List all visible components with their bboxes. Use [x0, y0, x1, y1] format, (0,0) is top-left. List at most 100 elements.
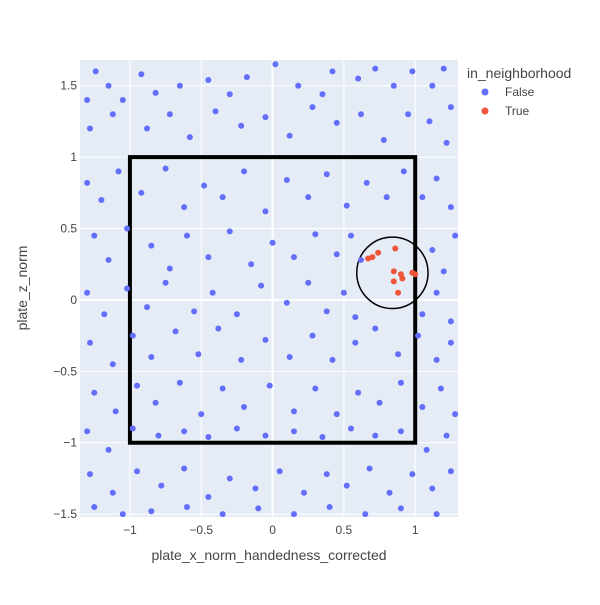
- scatter-point-false[interactable]: [290, 254, 297, 261]
- scatter-point-false[interactable]: [112, 408, 119, 415]
- scatter-point-false[interactable]: [119, 96, 126, 103]
- scatter-point-false[interactable]: [243, 74, 250, 81]
- scatter-point-true[interactable]: [365, 255, 372, 262]
- scatter-point-false[interactable]: [433, 356, 440, 363]
- legend[interactable]: in_neighborhood False True: [467, 65, 571, 118]
- scatter-point-true[interactable]: [392, 245, 399, 252]
- scatter-point-false[interactable]: [105, 82, 112, 89]
- scatter-point-true[interactable]: [390, 268, 397, 275]
- scatter-point-false[interactable]: [105, 446, 112, 453]
- scatter-point-false[interactable]: [295, 82, 302, 89]
- scatter-point-false[interactable]: [376, 399, 383, 406]
- scatter-point-false[interactable]: [86, 125, 93, 132]
- scatter-point-false[interactable]: [363, 179, 370, 186]
- scatter-point-false[interactable]: [447, 468, 454, 475]
- scatter-point-false[interactable]: [437, 385, 444, 392]
- scatter-point-false[interactable]: [181, 204, 188, 211]
- scatter-point-false[interactable]: [283, 299, 290, 306]
- scatter-point-false[interactable]: [290, 511, 297, 518]
- scatter-point-false[interactable]: [226, 91, 233, 98]
- scatter-point-false[interactable]: [323, 308, 330, 315]
- scatter-point-false[interactable]: [440, 65, 447, 72]
- scatter-point-false[interactable]: [238, 122, 245, 129]
- scatter-point-false[interactable]: [447, 339, 454, 346]
- scatter-point-false[interactable]: [383, 194, 390, 201]
- scatter-point-false[interactable]: [405, 111, 412, 118]
- scatter-point-false[interactable]: [219, 511, 226, 518]
- scatter-point-false[interactable]: [443, 432, 450, 439]
- scatter-point-true[interactable]: [395, 289, 402, 296]
- scatter-point-false[interactable]: [290, 408, 297, 415]
- scatter-point-false[interactable]: [255, 505, 262, 512]
- scatter-point-false[interactable]: [176, 82, 183, 89]
- scatter-point-false[interactable]: [372, 325, 379, 332]
- scatter-point-false[interactable]: [134, 468, 141, 475]
- scatter-point-false[interactable]: [195, 351, 202, 358]
- scatter-point-false[interactable]: [355, 389, 362, 396]
- scatter-point-false[interactable]: [366, 465, 373, 472]
- scatter-point-true[interactable]: [390, 278, 397, 285]
- scatter-point-false[interactable]: [286, 354, 293, 361]
- scatter-point-false[interactable]: [333, 119, 340, 126]
- scatter-point-false[interactable]: [144, 304, 151, 311]
- scatter-point-false[interactable]: [329, 356, 336, 363]
- scatter-point-false[interactable]: [258, 282, 265, 289]
- scatter-point-false[interactable]: [172, 328, 179, 335]
- scatter-point-false[interactable]: [152, 89, 159, 96]
- scatter-point-false[interactable]: [423, 446, 430, 453]
- scatter-point-false[interactable]: [176, 379, 183, 386]
- scatter-point-false[interactable]: [397, 505, 404, 512]
- scatter-point-false[interactable]: [233, 311, 240, 318]
- scatter-point-false[interactable]: [329, 68, 336, 75]
- scatter-point-false[interactable]: [323, 171, 330, 178]
- scatter-point-false[interactable]: [272, 61, 279, 68]
- scatter-point-false[interactable]: [452, 232, 459, 239]
- scatter-point-false[interactable]: [429, 485, 436, 492]
- scatter-point-false[interactable]: [84, 96, 91, 103]
- scatter-point-false[interactable]: [433, 511, 440, 518]
- scatter-point-false[interactable]: [429, 82, 436, 89]
- scatter-point-false[interactable]: [155, 432, 162, 439]
- scatter-point-false[interactable]: [91, 389, 98, 396]
- scatter-point-false[interactable]: [443, 139, 450, 146]
- scatter-point-false[interactable]: [286, 132, 293, 139]
- scatter-point-false[interactable]: [283, 176, 290, 183]
- legend-item-false[interactable]: False: [481, 85, 535, 99]
- scatter-point-false[interactable]: [390, 82, 397, 89]
- scatter-point-false[interactable]: [124, 285, 131, 292]
- scatter-point-false[interactable]: [419, 404, 426, 411]
- scatter-point-false[interactable]: [333, 411, 340, 418]
- scatter-point-false[interactable]: [91, 232, 98, 239]
- scatter-point-false[interactable]: [447, 204, 454, 211]
- scatter-point-false[interactable]: [452, 411, 459, 418]
- scatter-point-false[interactable]: [162, 165, 169, 172]
- scatter-point-false[interactable]: [262, 432, 269, 439]
- scatter-point-false[interactable]: [415, 332, 422, 339]
- scatter-point-false[interactable]: [429, 246, 436, 253]
- scatter-point-false[interactable]: [209, 289, 216, 296]
- scatter-point-false[interactable]: [409, 68, 416, 75]
- scatter-point-false[interactable]: [326, 504, 333, 511]
- scatter-point-false[interactable]: [186, 134, 193, 141]
- scatter-point-false[interactable]: [148, 354, 155, 361]
- scatter-point-false[interactable]: [262, 208, 269, 215]
- scatter-point-false[interactable]: [86, 339, 93, 346]
- scatter-point-false[interactable]: [238, 356, 245, 363]
- scatter-point-false[interactable]: [86, 471, 93, 478]
- scatter-point-false[interactable]: [198, 411, 205, 418]
- scatter-point-false[interactable]: [109, 361, 116, 368]
- scatter-point-false[interactable]: [433, 289, 440, 296]
- scatter-point-false[interactable]: [205, 76, 212, 83]
- scatter-point-false[interactable]: [355, 75, 362, 82]
- scatter-point-false[interactable]: [362, 511, 369, 518]
- scatter-point-false[interactable]: [262, 336, 269, 343]
- scatter-point-false[interactable]: [183, 232, 190, 239]
- scatter-point-false[interactable]: [138, 189, 145, 196]
- scatter-point-false[interactable]: [183, 504, 190, 511]
- scatter-point-false[interactable]: [219, 194, 226, 201]
- scatter-point-false[interactable]: [397, 428, 404, 435]
- scatter-point-false[interactable]: [323, 471, 330, 478]
- scatter-point-false[interactable]: [105, 256, 112, 263]
- scatter-point-false[interactable]: [181, 465, 188, 472]
- scatter-point-false[interactable]: [109, 111, 116, 118]
